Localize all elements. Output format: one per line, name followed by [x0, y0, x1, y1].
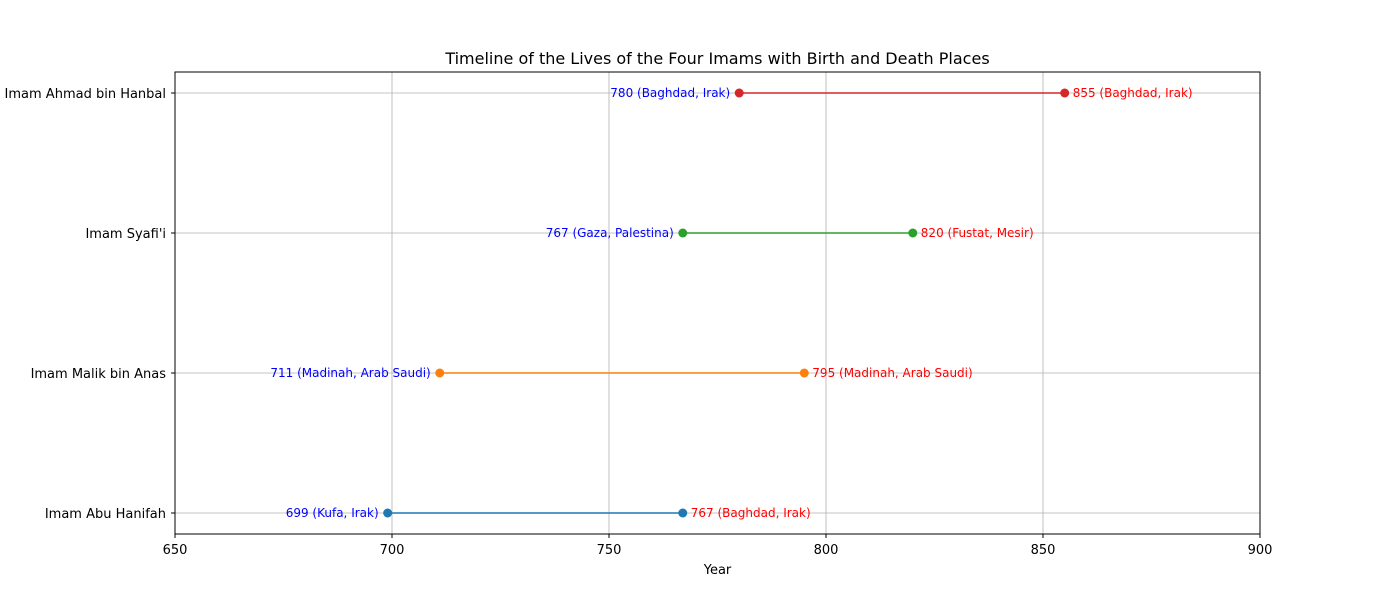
birth-label: 780 (Baghdad, Irak): [610, 86, 730, 100]
death-label: 767 (Baghdad, Irak): [691, 506, 811, 520]
death-point: [678, 508, 688, 518]
death-point: [1060, 88, 1070, 98]
birth-label: 767 (Gaza, Palestina): [546, 226, 674, 240]
y-tick-label: Imam Abu Hanifah: [45, 507, 166, 522]
grid: [174, 72, 1261, 534]
death-label: 855 (Baghdad, Irak): [1073, 86, 1193, 100]
x-axis-label: Year: [703, 563, 732, 578]
y-tick-label: Imam Syafi'i: [85, 227, 166, 242]
death-label: 820 (Fustat, Mesir): [921, 226, 1034, 240]
y-tick-label: Imam Malik bin Anas: [31, 367, 167, 382]
x-tick-label: 650: [163, 543, 188, 558]
birth-label: 699 (Kufa, Irak): [286, 506, 379, 520]
death-label: 795 (Madinah, Arab Saudi): [812, 366, 972, 380]
birth-point: [383, 508, 393, 518]
birth-point: [435, 368, 445, 378]
x-tick-label: 700: [380, 543, 405, 558]
x-tick-label: 800: [814, 543, 839, 558]
x-axis-ticks: 650 700 750 800 850 900: [163, 534, 1273, 558]
plot-frame: [174, 71, 1261, 535]
chart-title: Timeline of the Lives of the Four Imams …: [444, 49, 989, 68]
death-point: [908, 228, 918, 238]
birth-label: 711 (Madinah, Arab Saudi): [270, 366, 430, 380]
birth-point: [734, 88, 744, 98]
x-tick-label: 900: [1248, 543, 1273, 558]
y-tick-label: Imam Ahmad bin Hanbal: [5, 87, 166, 102]
death-point: [799, 368, 809, 378]
x-tick-label: 750: [597, 543, 622, 558]
birth-point: [678, 228, 688, 238]
series-layer: 699 (Kufa, Irak) 767 (Baghdad, Irak) 711 (…: [270, 86, 1192, 520]
y-axis-ticks: Imam Abu Hanifah Imam Malik bin Anas Imam …: [5, 87, 175, 522]
x-tick-label: 850: [1031, 543, 1056, 558]
